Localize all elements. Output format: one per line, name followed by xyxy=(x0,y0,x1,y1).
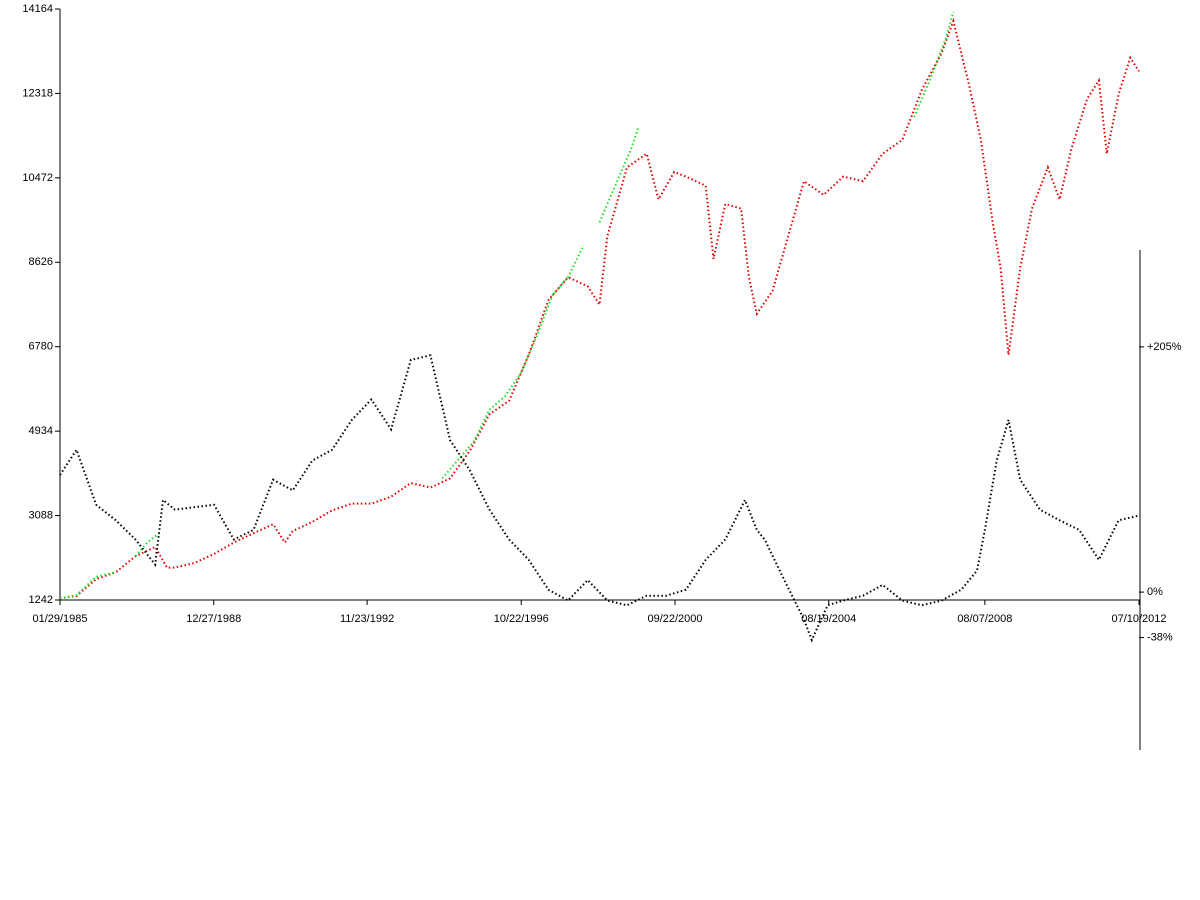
y2-tick-label: +205% xyxy=(1147,341,1182,353)
series-dots xyxy=(59,17,1140,600)
x-tick-label: 08/19/2004 xyxy=(801,613,856,625)
y-tick-label: 14164 xyxy=(22,3,53,15)
y-tick-label: 12318 xyxy=(22,87,53,99)
y-tick-label: 3088 xyxy=(29,509,53,521)
y-tick-label: 8626 xyxy=(29,256,53,268)
y-tick-label: 4934 xyxy=(29,425,53,437)
y2-tick-label: 0% xyxy=(1147,586,1163,598)
series-dots xyxy=(59,11,955,600)
x-tick-label: 08/07/2008 xyxy=(957,613,1012,625)
y-tick-label: 1242 xyxy=(29,594,53,606)
x-tick-label: 11/23/1992 xyxy=(340,613,394,625)
x-tick-label: 12/27/1988 xyxy=(186,613,241,625)
series-dots xyxy=(59,354,1140,643)
y-tick-label: 6780 xyxy=(29,341,53,353)
x-tick-label: 09/22/2000 xyxy=(647,613,702,625)
y2-tick-label: -38% xyxy=(1147,631,1173,643)
x-tick-label: 01/29/1985 xyxy=(32,613,87,625)
y-tick-label: 10472 xyxy=(22,172,53,184)
x-tick-label: 10/22/1996 xyxy=(494,613,549,625)
x-tick-label: 07/10/2012 xyxy=(1111,613,1166,625)
